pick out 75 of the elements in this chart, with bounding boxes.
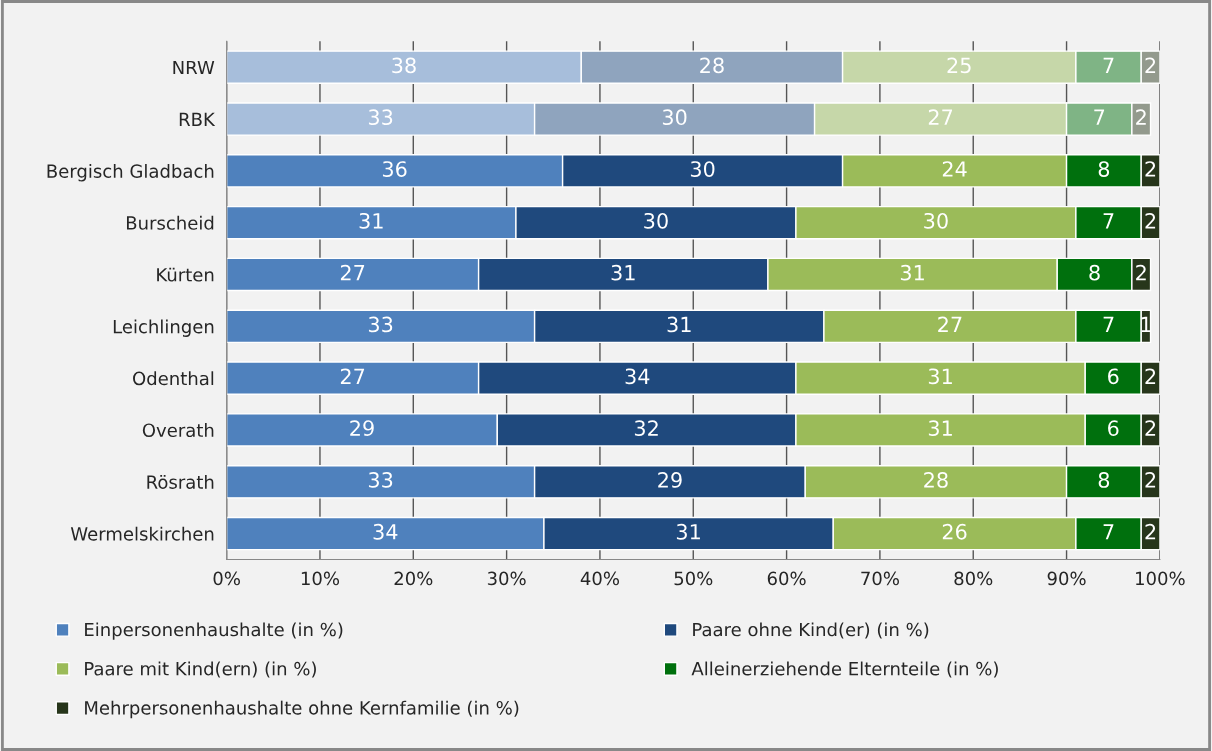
legend-label: Paare ohne Kind(er) (in %) — [693, 622, 929, 639]
x-tick-label: 70% — [861, 571, 899, 586]
data-label: 30 — [644, 212, 668, 229]
data-label: 8 — [1098, 472, 1110, 488]
data-label: 33 — [368, 316, 393, 333]
data-label: 2 — [1145, 57, 1156, 73]
data-label: 27 — [340, 264, 365, 281]
data-label: 2 — [1145, 523, 1156, 540]
x-tick-label: 40% — [580, 571, 620, 586]
data-label: 2 — [1145, 212, 1156, 229]
y-tick-label: Kürten — [157, 267, 214, 282]
data-label: 31 — [611, 264, 635, 281]
data-label: 26 — [942, 523, 967, 540]
x-tick-label: 10% — [301, 571, 340, 586]
data-label: 2 — [1145, 161, 1156, 177]
data-label: 7 — [1103, 213, 1114, 229]
data-label: 31 — [900, 264, 924, 281]
legend-label: Paare mit Kind(ern) (in %) — [85, 661, 316, 678]
y-tick-label: Burscheid — [126, 215, 214, 230]
data-label: 27 — [928, 109, 953, 125]
y-tick-label: Wermelskirchen — [70, 526, 214, 541]
data-label: 25 — [947, 57, 971, 74]
data-label: 33 — [368, 109, 393, 126]
data-label: 31 — [676, 523, 700, 540]
data-label: 2 — [1136, 109, 1146, 125]
legend-label: Mehrpersonenhaushalte ohne Kernfamilie (in %) — [85, 700, 519, 719]
data-label: 27 — [938, 316, 962, 333]
y-tick-label: Overath — [142, 423, 214, 438]
data-label: 2 — [1145, 368, 1156, 384]
x-tick-label: 0% — [213, 571, 240, 586]
data-label: 8 — [1089, 264, 1100, 281]
x-tick-label: 50% — [674, 571, 713, 586]
data-label: 2 — [1145, 472, 1156, 488]
data-label: 29 — [658, 472, 682, 488]
data-label: 28 — [700, 57, 724, 74]
y-tick-label: Rösrath — [147, 474, 214, 489]
data-label: 28 — [924, 472, 948, 488]
data-label: 34 — [625, 368, 650, 385]
data-label: 32 — [634, 420, 658, 436]
data-label: 6 — [1108, 368, 1119, 385]
data-label: 38 — [392, 57, 416, 74]
data-label: 31 — [667, 316, 691, 333]
data-label: 31 — [359, 212, 383, 229]
x-tick-label: 20% — [394, 571, 433, 586]
data-label: 33 — [368, 472, 393, 488]
y-tick-label: Odenthal — [133, 371, 214, 386]
data-label: 30 — [690, 161, 715, 177]
data-label: 29 — [350, 420, 374, 436]
legend-label: Alleinerziehende Elternteile (in %) — [691, 661, 998, 678]
data-label: 36 — [382, 161, 407, 177]
data-label: 30 — [924, 212, 948, 229]
x-tick-label: 30% — [487, 571, 526, 586]
data-label: 31 — [928, 368, 952, 385]
y-tick-label: RBK — [179, 112, 216, 126]
x-tick-label: 100% — [1136, 571, 1185, 586]
data-label: 8 — [1098, 161, 1110, 177]
data-label: 7 — [1103, 57, 1114, 73]
data-label: 2 — [1145, 420, 1156, 436]
y-tick-label: Bergisch Gladbach — [47, 163, 214, 182]
x-tick-label: 60% — [767, 571, 806, 586]
y-tick-label: Leichlingen — [113, 319, 214, 337]
y-tick-label: NRW — [173, 60, 215, 75]
data-label: 24 — [942, 161, 967, 177]
data-label: 30 — [662, 109, 687, 126]
data-label: 7 — [1103, 316, 1114, 333]
x-tick-label: 80% — [954, 571, 993, 586]
data-label: 34 — [373, 523, 398, 540]
data-label: 27 — [340, 368, 365, 384]
data-label: 7 — [1103, 524, 1114, 540]
x-tick-label: 90% — [1047, 571, 1086, 586]
data-label: 2 — [1136, 264, 1146, 281]
legend-label: Einpersonenhaushalte (in %) — [85, 622, 343, 640]
data-label: 6 — [1108, 420, 1119, 436]
data-label: 7 — [1094, 109, 1105, 125]
data-label: 31 — [928, 420, 952, 436]
